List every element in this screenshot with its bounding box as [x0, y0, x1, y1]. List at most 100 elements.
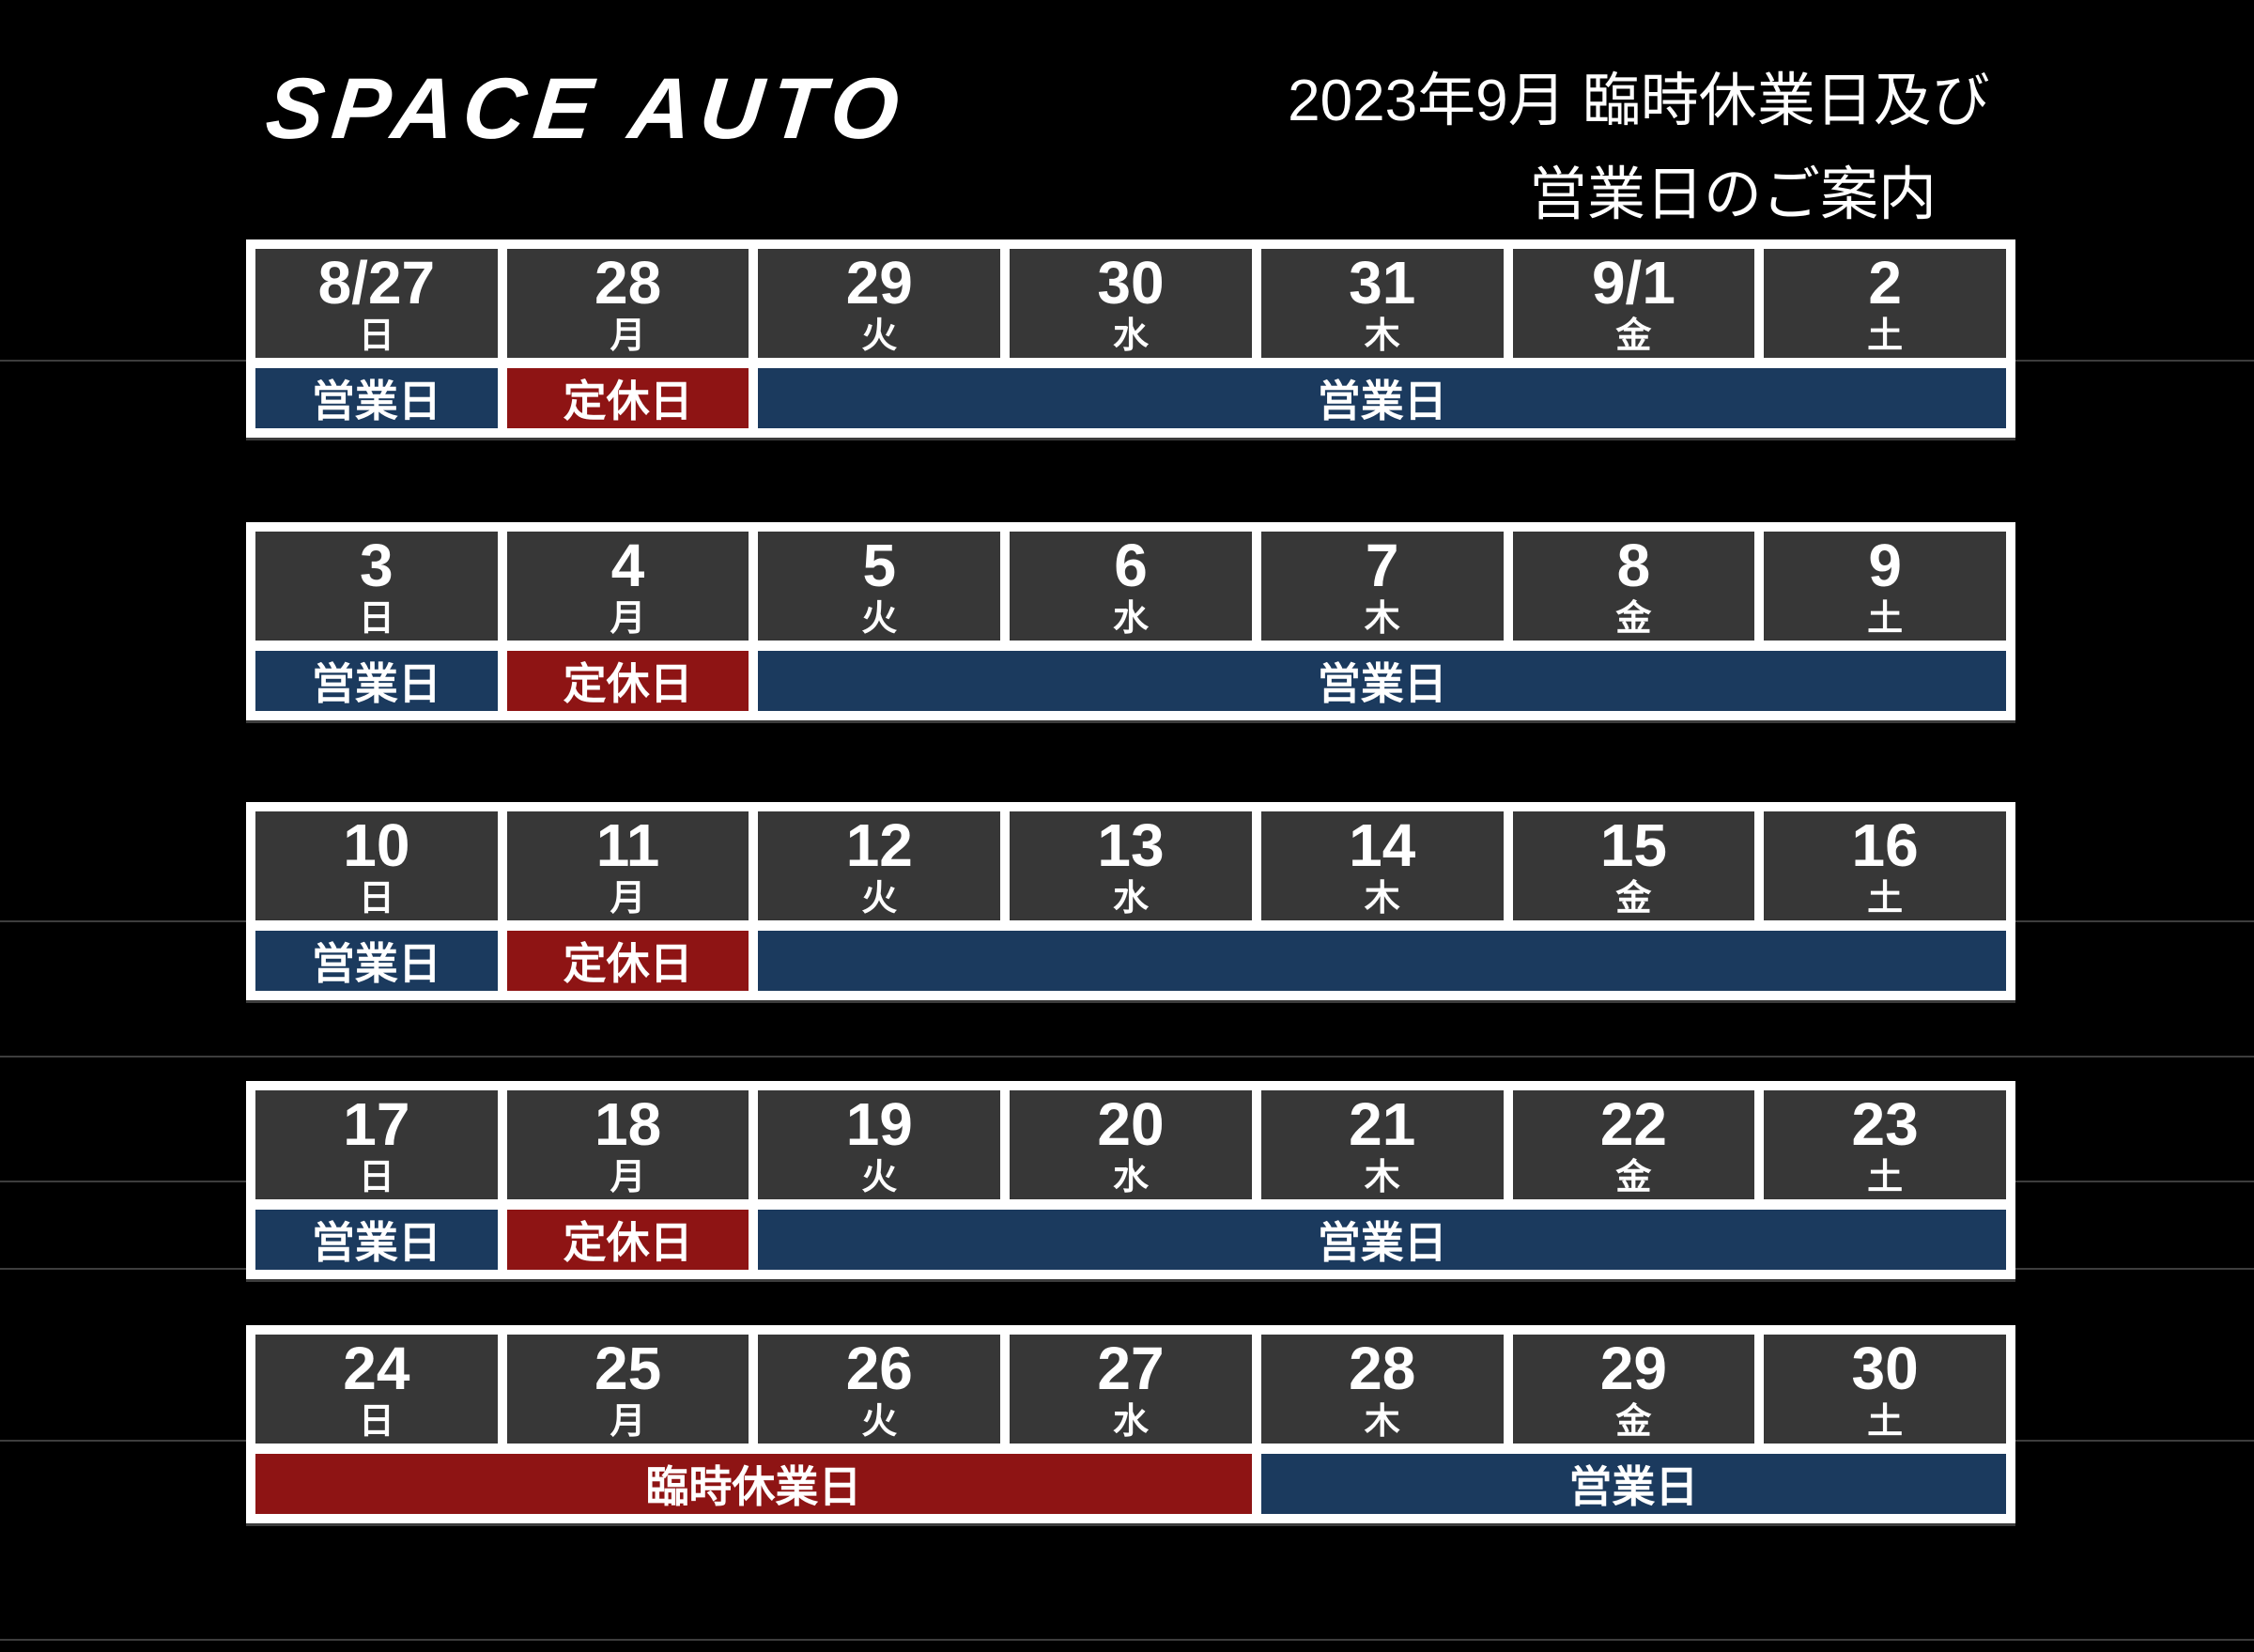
day-weekday: 水 [1112, 317, 1149, 356]
day-weekday: 木 [1364, 317, 1400, 356]
day-weekday: 土 [1867, 1158, 1904, 1197]
day-weekday: 土 [1867, 1402, 1904, 1442]
day-date: 10 [343, 811, 410, 879]
day-weekday: 火 [861, 1402, 898, 1442]
day-date: 16 [1851, 811, 1919, 879]
brand-logo: SPACE AUTO [261, 61, 912, 157]
day-weekday: 水 [1112, 599, 1149, 639]
day-date: 19 [845, 1090, 913, 1158]
day-weekday: 金 [1615, 599, 1652, 639]
day-cell: 30 水 [1010, 249, 1252, 358]
day-weekday: 月 [610, 879, 646, 919]
day-weekday: 水 [1112, 879, 1149, 919]
status-closed-badge: 定休日 [506, 1210, 749, 1270]
day-cell: 14 木 [1260, 811, 1504, 920]
day-cell: 17 日 [255, 1090, 498, 1199]
page-title-line2: 営業日のご案内 [1528, 162, 1937, 227]
day-date: 21 [1349, 1090, 1416, 1158]
day-cell: 29 火 [758, 249, 1001, 358]
day-cell: 8/27 日 [255, 249, 498, 358]
day-cell: 18 月 [506, 1090, 749, 1199]
status-closed-badge: 定休日 [506, 368, 749, 428]
day-cell: 9/1 金 [1512, 249, 1755, 358]
day-cell: 23 土 [1764, 1090, 2006, 1199]
day-weekday: 木 [1364, 1158, 1400, 1197]
day-date: 15 [1599, 811, 1668, 879]
status-open-badge: 営業日 [758, 1210, 2006, 1270]
day-weekday: 火 [861, 317, 898, 356]
week-grid: 17 日 18 月 19 火 20 水 21 木 22 金 23 土 営業日 定休日 営業日 [255, 1090, 2006, 1270]
day-date: 8 [1616, 532, 1651, 599]
week-grid: 24 日 25 月 26 火 27 水 28 木 29 金 30 土 臨時休業日 営業日 [255, 1335, 2006, 1514]
day-cell: 24 日 [255, 1335, 498, 1444]
day-cell: 10 日 [255, 811, 498, 920]
day-date: 31 [1349, 249, 1416, 317]
day-date: 28 [594, 249, 662, 317]
page-title: 2023年9月 臨時休業日及び 営業日のご案内 [1212, 54, 2066, 242]
day-date: 20 [1097, 1090, 1165, 1158]
day-cell: 12 火 [758, 811, 1001, 920]
day-weekday: 金 [1615, 1158, 1652, 1197]
day-date: 13 [1097, 811, 1165, 879]
day-weekday: 金 [1615, 1402, 1652, 1442]
day-cell: 29 金 [1512, 1335, 1755, 1444]
status-open-badge: 営業日 [1260, 1454, 2006, 1514]
day-date: 25 [594, 1335, 662, 1402]
day-weekday: 木 [1364, 879, 1400, 919]
day-cell: 16 土 [1764, 811, 2006, 920]
day-cell: 30 土 [1764, 1335, 2006, 1444]
day-cell: 11 月 [506, 811, 749, 920]
day-cell: 15 金 [1512, 811, 1755, 920]
day-weekday: 火 [861, 599, 898, 639]
day-date: 2 [1868, 249, 1902, 317]
day-date: 4 [610, 532, 645, 599]
day-date: 29 [845, 249, 913, 317]
background-gridline [0, 1639, 2254, 1641]
day-weekday: 日 [358, 599, 394, 639]
status-open-badge: 営業日 [255, 931, 498, 991]
day-cell: 19 火 [758, 1090, 1001, 1199]
status-temporary-closed-badge: 臨時休業日 [255, 1454, 1252, 1514]
day-date: 30 [1851, 1335, 1919, 1402]
day-weekday: 火 [861, 1158, 898, 1197]
status-open-badge: 営業日 [255, 651, 498, 711]
day-weekday: 土 [1867, 599, 1904, 639]
day-date: 23 [1851, 1090, 1919, 1158]
day-cell: 21 木 [1260, 1090, 1504, 1199]
day-weekday: 月 [610, 599, 646, 639]
status-open-badge: 営業日 [758, 651, 2006, 711]
day-cell: 27 水 [1010, 1335, 1252, 1444]
day-weekday: 水 [1112, 1402, 1149, 1442]
status-closed-badge: 定休日 [506, 931, 749, 991]
day-weekday: 金 [1615, 317, 1652, 356]
day-date: 28 [1349, 1335, 1416, 1402]
day-date: 18 [594, 1090, 662, 1158]
status-open-badge [758, 931, 2006, 991]
day-weekday: 土 [1867, 879, 1904, 919]
day-weekday: 火 [861, 879, 898, 919]
day-cell: 28 木 [1260, 1335, 1504, 1444]
status-open-badge: 営業日 [758, 368, 2006, 428]
status-open-badge: 営業日 [255, 1210, 498, 1270]
week-grid: 10 日 11 月 12 火 13 水 14 木 15 金 16 土 営業日 定休日 [255, 811, 2006, 991]
day-weekday: 日 [358, 1158, 394, 1197]
day-weekday: 土 [1867, 317, 1904, 356]
day-weekday: 日 [358, 879, 394, 919]
background-gridline [0, 1056, 2254, 1058]
day-weekday: 日 [358, 317, 394, 356]
day-date: 8/27 [317, 249, 436, 317]
day-weekday: 金 [1615, 879, 1652, 919]
day-date: 27 [1097, 1335, 1165, 1402]
day-date: 9/1 [1591, 249, 1675, 317]
day-weekday: 月 [610, 317, 646, 356]
day-weekday: 月 [610, 1158, 646, 1197]
